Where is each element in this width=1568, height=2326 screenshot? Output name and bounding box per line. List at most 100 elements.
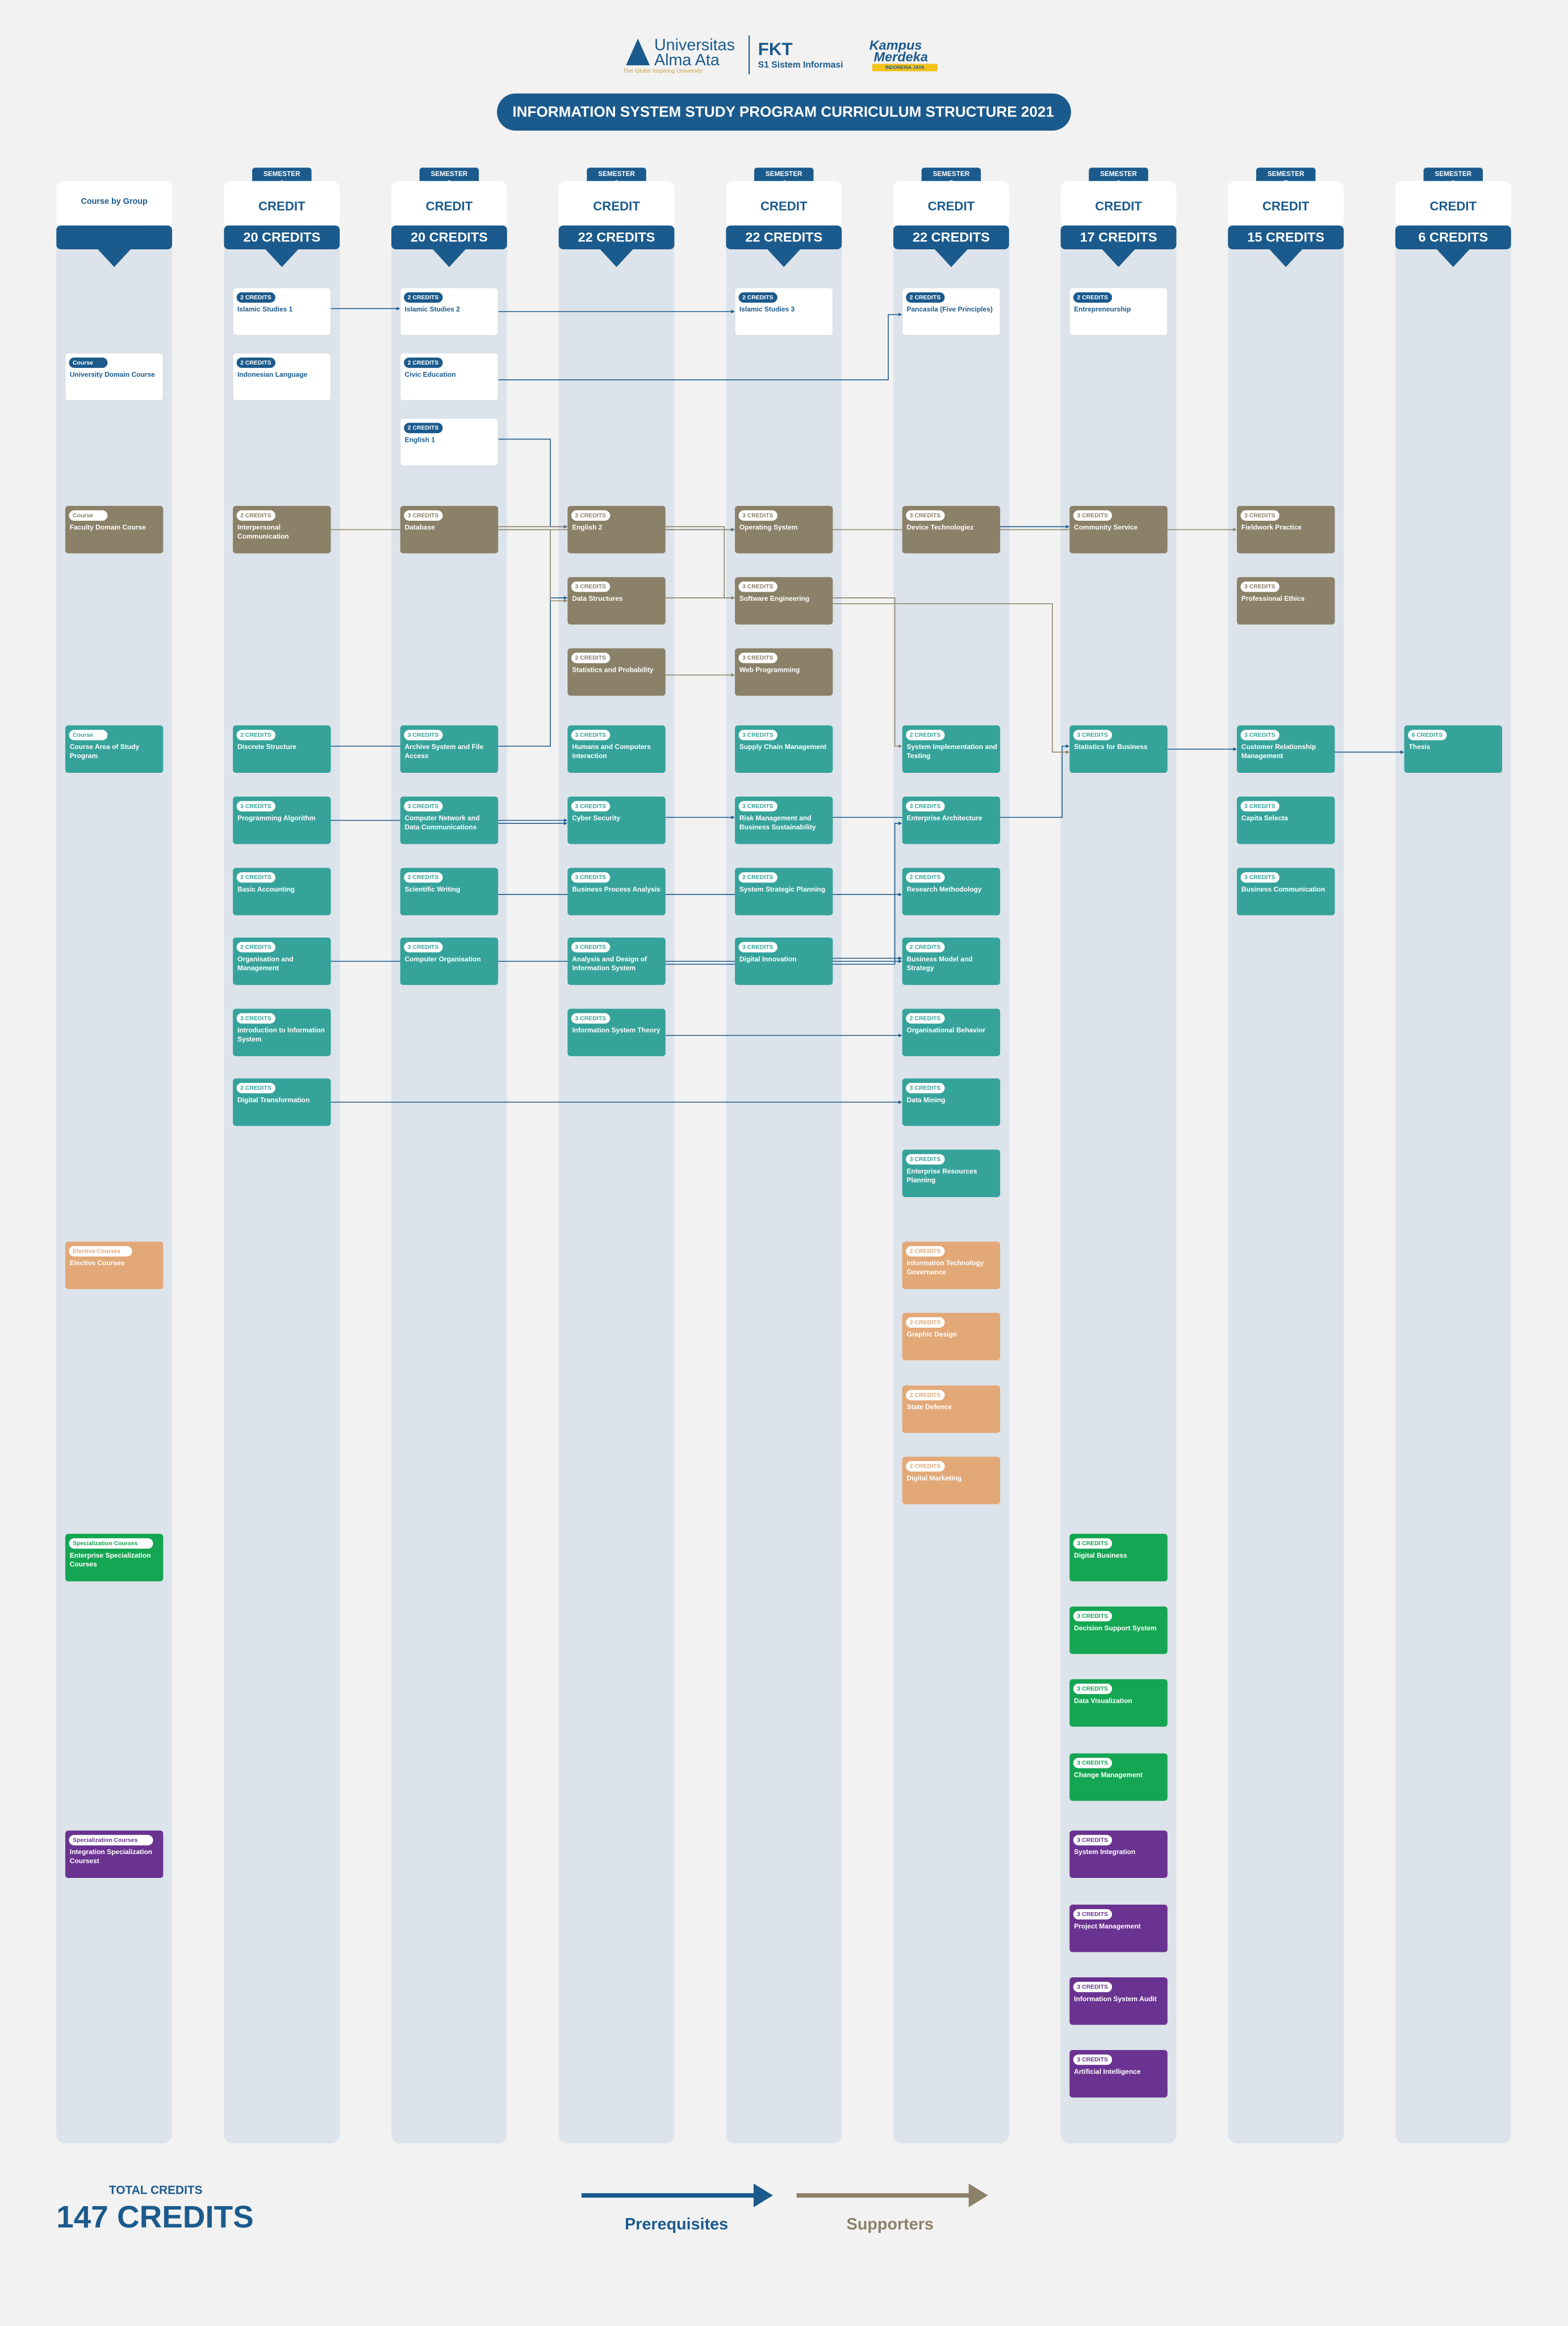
connections — [331, 307, 1404, 1105]
semester-label: SEMESTER — [1100, 170, 1137, 178]
course-name-wrap: Artificial Intelligence — [1074, 2068, 1140, 2075]
credit-tag — [906, 1246, 945, 1257]
semester-label: SEMESTER — [431, 170, 468, 178]
prerequisites-arrowhead — [753, 2183, 773, 2207]
course-name: Graphic Design — [906, 1331, 957, 1338]
course-name-wrap: Programming Algorithm — [237, 814, 316, 822]
credit-tag — [236, 942, 275, 953]
course-name-wrap: Supply Chain Management — [739, 743, 826, 751]
course-name-wrap: Information System Audit — [1074, 1995, 1157, 2002]
band-pointer — [933, 248, 969, 267]
credit-tag — [404, 730, 443, 741]
course-name: Risk Management and Business Sustainabil… — [739, 814, 816, 830]
credit-band — [1395, 225, 1511, 249]
credit-tag — [236, 730, 275, 741]
credit-tag — [571, 942, 611, 953]
course-name-wrap: Enterprise Architecture — [906, 814, 982, 822]
header-box — [1060, 181, 1177, 229]
credit-tag-text: 3 CREDITS — [240, 804, 271, 810]
semester-credits: 17 CREDITS — [1080, 230, 1157, 245]
column-background — [56, 222, 173, 2144]
course-name-wrap: Decision Support System — [1074, 1624, 1156, 1631]
credit-tag — [404, 422, 443, 433]
course-name-wrap: Digital Transformation — [237, 1096, 310, 1103]
course-name: Statistics and Probability — [572, 666, 654, 674]
band-pointer — [1268, 248, 1304, 267]
course-name-wrap: Business Model and Strategy — [906, 955, 972, 971]
course-name: State Defence — [906, 1403, 952, 1411]
credit-tag-text: 2 CREDITS — [575, 513, 606, 519]
course-name: Organisational Behavior — [906, 1026, 986, 1034]
credit-tag — [404, 872, 443, 883]
credit-tag-text: 3 CREDITS — [1077, 1984, 1108, 1990]
semester-credits: 6 CREDITS — [1418, 230, 1488, 245]
faculty: FKT — [758, 39, 793, 59]
semester-credits: 15 CREDITS — [1247, 230, 1324, 245]
credit-tag — [404, 357, 443, 368]
credit-band — [224, 225, 340, 249]
credit-tag-text: 3 CREDITS — [575, 584, 606, 590]
course-name: Analysis and Design of Information Syste… — [572, 955, 647, 971]
course-name-wrap: Database — [405, 524, 435, 531]
credit-tag — [738, 510, 777, 521]
course-name-wrap: Business Process Analysis — [572, 886, 660, 893]
credit-tag — [69, 357, 108, 368]
course-name: Thesis — [1408, 743, 1431, 751]
credit-tag-text: 3 CREDITS — [1077, 732, 1108, 738]
course-name-wrap: Basic Accounting — [237, 886, 295, 893]
band-pointer — [264, 248, 300, 267]
band-pointer — [766, 248, 802, 267]
credit-tag — [571, 652, 611, 663]
group-label: Course by Group — [81, 197, 148, 206]
credit-tag-text: 3 CREDITS — [1244, 804, 1276, 810]
credit-tag-text: 3 CREDITS — [575, 944, 606, 951]
credit-tag-text: 2 CREDITS — [240, 944, 271, 951]
credit-tag — [906, 1013, 945, 1024]
semester-label: SEMESTER — [598, 170, 635, 178]
credit-tag-text: 3 CREDITS — [742, 732, 773, 738]
course-name: Community Service — [1074, 524, 1138, 532]
credit-tag-text: 3 CREDITS — [408, 944, 439, 951]
credit-tag-text: 2 CREDITS — [408, 875, 439, 881]
university-name: Universitas — [654, 36, 735, 55]
kampus: Kampus — [869, 37, 922, 52]
credit-label: CREDIT — [760, 199, 808, 213]
credit-tag-text: 3 CREDITS — [1077, 1837, 1108, 1843]
semester-credits: 22 CREDITS — [745, 230, 822, 245]
course-name-wrap: Islamic Studies 2 — [405, 306, 460, 313]
credit-tag — [906, 730, 945, 741]
course-name-wrap: Risk Management and Business Sustainabil… — [739, 814, 816, 830]
course-name: Data Visualization — [1074, 1697, 1132, 1705]
credit-tag-text: Course — [73, 513, 93, 519]
title: INFORMATION SYSTEM STUDY PROGRAM CURRICU… — [512, 103, 1054, 120]
credit-tag — [1240, 730, 1280, 741]
course-name-wrap: Research Methodology — [906, 886, 981, 893]
credit-label: CREDIT — [426, 199, 473, 213]
credit-tag-text: 3 CREDITS — [240, 1015, 271, 1022]
header-box — [1228, 181, 1344, 229]
header-box — [893, 181, 1009, 229]
courses: Course University Domain Course Course Facu… — [65, 287, 1503, 2098]
credit-tag — [404, 942, 443, 953]
credit-tag — [571, 872, 611, 883]
credit-tag — [1073, 2054, 1113, 2065]
course-name: Programming Algorithm — [237, 814, 316, 822]
credit-tag — [738, 652, 777, 663]
credit-tag — [236, 872, 275, 883]
credit-tag — [236, 1013, 275, 1024]
credit-tag — [738, 801, 777, 811]
university-name: Alma Ata — [654, 51, 720, 69]
credit-band — [893, 225, 1009, 249]
course-name-wrap: Enterprise Resources Planning — [906, 1168, 977, 1183]
credit-tag — [906, 872, 945, 883]
course-name: Entrepreneurship — [1074, 306, 1131, 313]
credit-tag-text: 3 CREDITS — [742, 584, 773, 590]
course-name-wrap: Entrepreneurship — [1074, 306, 1131, 313]
course-name: System Integration — [1074, 1848, 1136, 1856]
course-name-wrap: Scientific Writing — [405, 886, 461, 893]
credit-tag-text: 3 CREDITS — [910, 513, 941, 519]
course-name-wrap: System Implementation and Testing — [906, 743, 997, 759]
course-name-wrap: Statistics for Business — [1074, 743, 1147, 751]
course-name: Capita Selecta — [1241, 814, 1288, 822]
